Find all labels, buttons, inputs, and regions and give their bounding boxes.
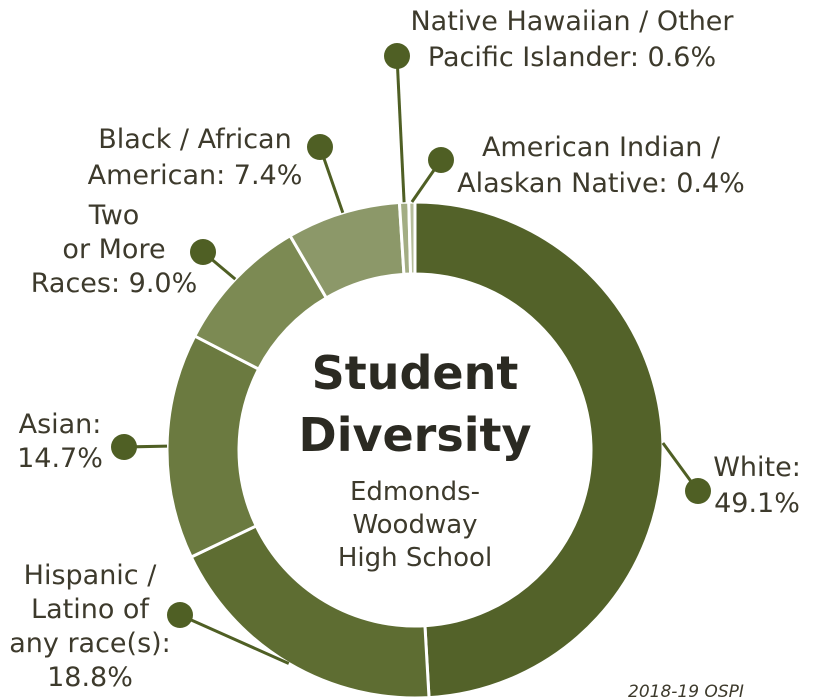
slice-label-american-indian-alaskan-native-line-2: Alaskan Native: 0.4% <box>457 168 745 199</box>
slice-label-two-or-more-races-line-3: Races: 9.0% <box>31 268 198 299</box>
slice-label-two-or-more-races-line-1: Two <box>88 200 140 231</box>
chart-subtitle-line-1: Edmonds- <box>350 477 480 507</box>
label-dot-american-indian-alaskan-native <box>428 147 454 173</box>
chart-title-line-2: Diversity <box>299 408 532 462</box>
slice-label-american-indian-alaskan-native-line-1: American Indian / <box>482 132 721 163</box>
slice-label-black-african-american-line-2: American: 7.4% <box>88 160 303 191</box>
label-dot-native-hawaiian-other-pacific-islander <box>384 43 410 69</box>
chart-subtitle-line-2: Woodway <box>352 510 477 540</box>
slice-label-native-hawaiian-other-pacific-islander-line-1: Native Hawaiian / Other <box>410 6 734 37</box>
slice-label-hispanic-latino-of-any-race-s-line-3: any race(s): <box>9 628 171 659</box>
label-dot-white <box>685 478 711 504</box>
leader-lines <box>111 43 711 665</box>
slice-label-asian-line-2: 14.7% <box>17 443 103 474</box>
slice-label-hispanic-latino-of-any-race-s-line-1: Hispanic / <box>24 560 158 591</box>
slice-label-black-african-american-line-1: Black / African <box>98 124 291 155</box>
slice-label-white-line-1: White: <box>713 452 801 483</box>
slice-label-two-or-more-races-line-2: or More <box>62 234 165 265</box>
slice-american-indian-alaskan-native <box>407 200 417 276</box>
label-dot-black-african-american <box>307 134 333 160</box>
slice-asian <box>165 334 261 560</box>
leader-line-native-hawaiian-other-pacific-islander <box>395 55 406 203</box>
slice-label-native-hawaiian-other-pacific-islander-line-2: Pacific Islander: 0.6% <box>428 42 716 73</box>
slice-label-asian-line-1: Asian: <box>19 409 102 440</box>
donut-slices <box>165 200 665 698</box>
chart-subtitle-line-3: High School <box>338 543 492 573</box>
chart-title-line-1: Student <box>312 346 519 400</box>
label-dot-asian <box>111 434 137 460</box>
slice-label-hispanic-latino-of-any-race-s-line-2: Latino of <box>31 594 150 625</box>
slice-white <box>413 200 665 698</box>
source-note: 2018-19 OSPI <box>628 682 744 698</box>
slice-label-hispanic-latino-of-any-race-s-line-4: 18.8% <box>47 662 133 693</box>
label-dot-two-or-more-races <box>190 239 216 265</box>
slice-label-white-line-2: 49.1% <box>714 488 800 519</box>
label-dot-hispanic-latino-of-any-race-s <box>167 602 193 628</box>
leader-line-hispanic-latino-of-any-race-s <box>179 613 290 665</box>
